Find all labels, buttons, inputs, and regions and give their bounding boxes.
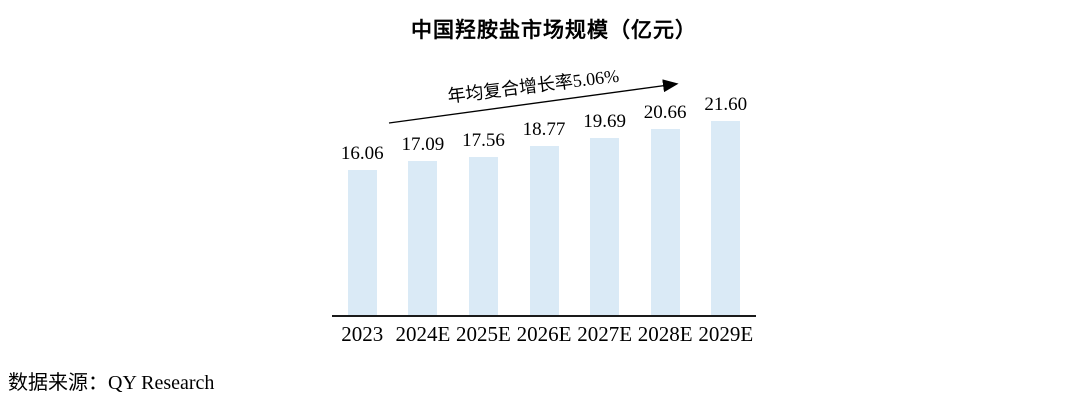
growth-arrow: 年均复合增长率5.06%	[388, 66, 679, 124]
bar-column: 17.09	[393, 134, 454, 315]
bar-column: 18.77	[514, 119, 575, 315]
bar-column: 19.69	[574, 111, 635, 315]
bar	[408, 161, 438, 315]
bar-value-label: 19.69	[583, 110, 626, 132]
bar	[347, 170, 377, 315]
growth-arrow-line	[388, 79, 679, 124]
x-axis-label: 2023	[341, 322, 384, 346]
x-axis-labels: 2023 2024E 2025E 2026E 2027E 2028E 2029E	[332, 322, 756, 346]
bar-value-label: 18.77	[522, 119, 566, 141]
bar	[529, 146, 559, 315]
bar-column: 17.56	[453, 130, 514, 315]
bar-value-label: 17.56	[462, 129, 505, 151]
bar	[590, 137, 620, 315]
bar-column: 21.60	[695, 94, 756, 315]
x-axis-label: 2024E	[395, 322, 451, 346]
bar	[711, 120, 741, 315]
x-axis-label: 2027E	[577, 322, 633, 346]
bar-column: 20.66	[635, 102, 696, 315]
bar-value-label: 16.06	[340, 143, 384, 165]
bar-value-label: 21.60	[704, 93, 748, 115]
source-note: 数据来源：QY Research	[8, 372, 215, 394]
plot-area: 16.06 17.09 17.56 18.77 19.69 20.66 21.60	[332, 94, 756, 317]
chart-title: 中国羟胺盐市场规模（亿元）	[411, 18, 697, 42]
x-axis-label: 2029E	[698, 322, 754, 346]
bar	[650, 129, 680, 315]
bar	[468, 156, 498, 315]
bar-value-label: 20.66	[643, 102, 687, 124]
x-axis-label: 2028E	[637, 322, 693, 346]
bar-column: 16.06	[332, 143, 393, 315]
x-axis-label: 2026E	[516, 322, 572, 346]
bar-value-label: 17.09	[401, 134, 445, 156]
x-axis-label: 2025E	[456, 322, 511, 346]
